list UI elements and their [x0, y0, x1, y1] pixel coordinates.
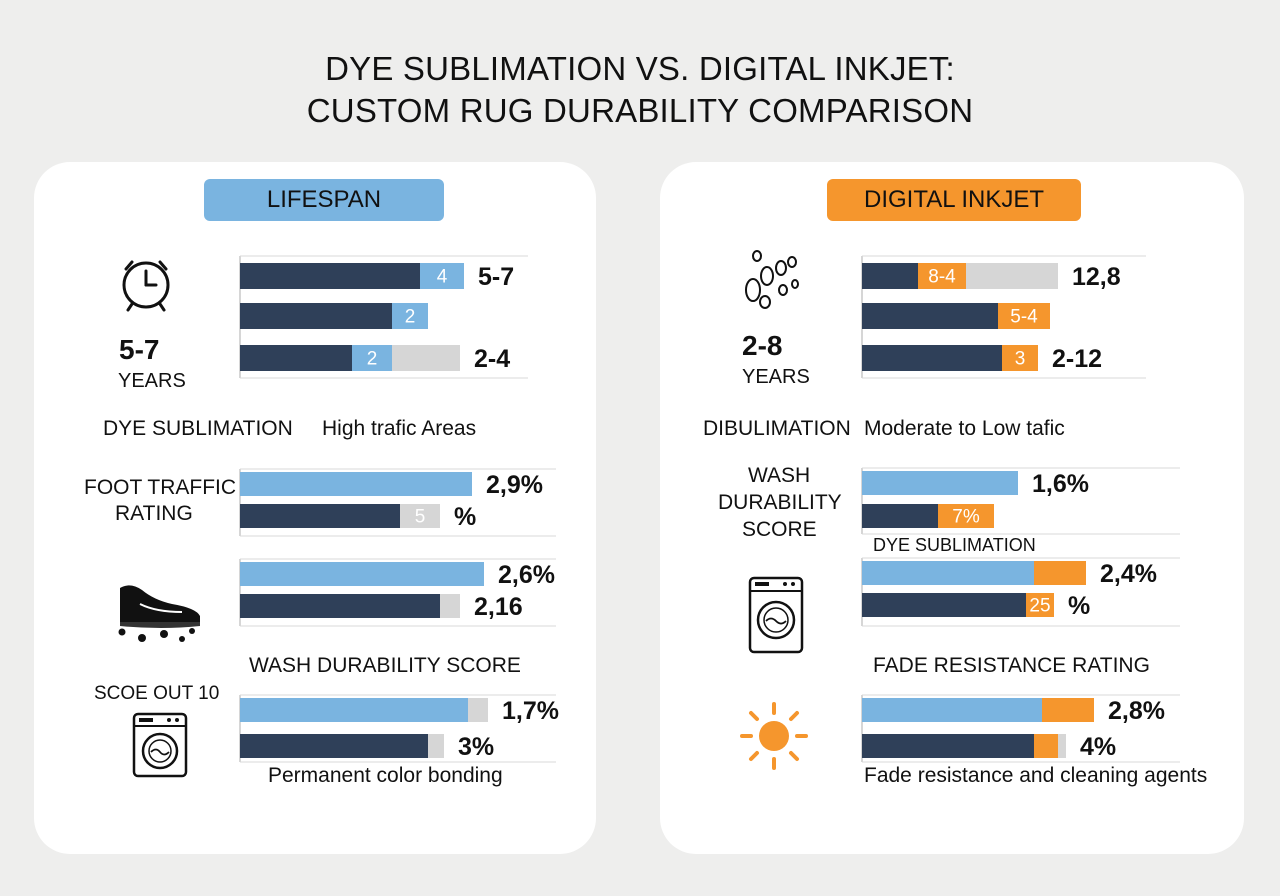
bar-end-label: %: [1068, 592, 1090, 620]
alarm-clock-icon: [122, 260, 170, 312]
bar-segment-gray: [428, 734, 444, 758]
wash-label-2: DURABILITY: [718, 491, 842, 514]
fade-resistance-title: FADE RESISTANCE RATING: [873, 654, 1150, 677]
bar-segment-label: 5-4: [1010, 307, 1038, 328]
right-lifespan-value: 2-8: [742, 330, 783, 361]
bar-segment-navy: [240, 263, 420, 289]
left-lifespan-unit: YEARS: [118, 370, 186, 392]
sun-icon: [740, 702, 808, 770]
bar-end-label: 5-7: [478, 263, 514, 291]
bar-segment-orange: [1026, 593, 1054, 617]
bar-segment-light_blue: [862, 698, 1042, 722]
bar-end-label: 3%: [458, 733, 494, 761]
bar-end-label: 2,9%: [486, 471, 543, 499]
bar-end-label: 12,8: [1072, 263, 1121, 291]
wash-durability-title: WASH DURABILITY SCORE: [249, 654, 521, 677]
foot-traffic-label-1: FOOT TRAFFIC: [84, 476, 237, 499]
bar-segment-label: 2: [405, 307, 416, 328]
dye-sublimation-small-label: DYE SUBLIMATION: [873, 535, 1036, 555]
lifespan-header: LIFESPAN: [204, 179, 444, 221]
right-caption: Fade resistance and cleaning agents: [864, 764, 1208, 787]
bar-segment-gray: [400, 504, 440, 528]
bar-segment-orange: [998, 303, 1050, 329]
wash-label-1: WASH: [748, 464, 811, 487]
title-line-2: CUSTOM RUG DURABILITY COMPARISON: [306, 92, 974, 129]
bar-segment-orange: [1002, 345, 1038, 371]
digital-inkjet-header: DIGITAL INKJET: [827, 179, 1081, 221]
bar-segment-navy: [862, 303, 998, 329]
title-line-1: DYE SUBLIMATION VS. DIGITAL INKJET:: [325, 50, 955, 87]
bar-segment-gray: [966, 263, 1058, 289]
bar-end-label: 2-12: [1052, 345, 1102, 373]
bar-end-label: 1,6%: [1032, 470, 1089, 498]
bar-segment-navy: [240, 734, 428, 758]
bar-segment-gray: [1058, 734, 1066, 758]
bar-segment-light_blue: [240, 562, 484, 586]
bar-segment-gray: [468, 698, 488, 722]
washing-machine-icon: [132, 712, 188, 778]
bar-segment-navy: [240, 594, 440, 618]
bar-segment-navy: [862, 345, 1002, 371]
bar-segment-light_blue: [862, 561, 1034, 585]
bar-segment-navy: [240, 504, 400, 528]
bar-end-label: %: [454, 503, 476, 531]
score-out-10-label: SCOE OUT 10: [94, 683, 220, 704]
bar-end-label: 4%: [1080, 733, 1116, 761]
bar-segment-navy: [862, 734, 1034, 758]
bar-segment-orange: [1042, 698, 1094, 722]
right-col-label: DIBULIMATION: [703, 417, 851, 440]
bar-segment-gray: [440, 594, 460, 618]
page-title: DYE SUBLIMATION VS. DIGITAL INKJET: CUST…: [0, 48, 1280, 132]
bar-segment-light_blue: [862, 471, 1018, 495]
bar-segment-light_blue: [392, 303, 428, 329]
bar-segment-label: 4: [437, 267, 448, 288]
bar-segment-label: 5: [415, 507, 426, 528]
left-col-sub: High trafic Areas: [322, 417, 477, 440]
sneaker-icon: [118, 585, 200, 642]
left-lifespan-value: 5-7: [119, 334, 160, 365]
bar-segment-orange: [938, 504, 994, 528]
bar-end-label: 2,8%: [1108, 697, 1165, 725]
bar-segment-navy: [862, 504, 938, 528]
bar-segment-navy: [862, 263, 918, 289]
bar-segment-navy: [240, 345, 352, 371]
foot-traffic-label-2: RATING: [115, 502, 193, 525]
bar-segment-light_blue: [352, 345, 392, 371]
washing-machine-icon: [748, 576, 804, 654]
bar-segment-label: 7%: [952, 507, 980, 528]
bar-segment-gray: [392, 345, 460, 371]
bar-segment-light_blue: [240, 472, 472, 496]
bar-segment-orange: [1034, 561, 1086, 585]
left-col-label: DYE SUBLIMATION: [103, 417, 293, 440]
right-col-sub: Moderate to Low tafic: [864, 417, 1065, 440]
bar-segment-light_blue: [420, 263, 464, 289]
bar-end-label: 2-4: [474, 345, 510, 373]
bar-segment-orange: [918, 263, 966, 289]
footprints-icon: [745, 250, 799, 309]
bar-segment-navy: [240, 303, 392, 329]
bar-segment-navy: [862, 593, 1026, 617]
bar-segment-light_blue: [240, 698, 468, 722]
bar-segment-label: 3: [1015, 349, 1026, 370]
bar-segment-label: 8-4: [928, 267, 956, 288]
wash-label-3: SCORE: [742, 518, 817, 541]
bar-end-label: 2,16: [474, 593, 523, 621]
bar-segment-label: 2: [367, 349, 378, 370]
bar-end-label: 2,6%: [498, 561, 555, 589]
bar-end-label: 1,7%: [502, 697, 559, 725]
bar-segment-label: 25: [1029, 596, 1050, 617]
left-caption: Permanent color bonding: [268, 764, 503, 787]
bar-segment-orange: [1034, 734, 1058, 758]
bar-end-label: 2,4%: [1100, 560, 1157, 588]
right-lifespan-unit: YEARS: [742, 366, 810, 388]
